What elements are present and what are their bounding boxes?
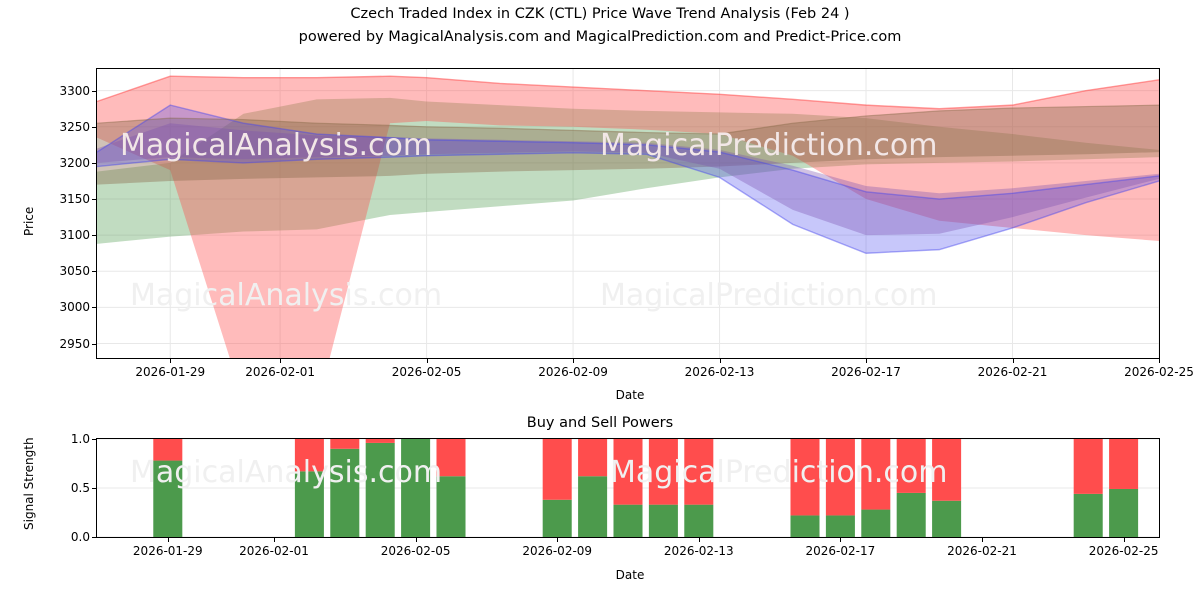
price-chart-svg — [97, 69, 1159, 358]
signal-y-tick-mark — [92, 488, 96, 489]
price-y-tick-label: 3000 — [59, 300, 90, 315]
price-y-tick-mark — [92, 343, 96, 345]
signal-chart-svg — [97, 439, 1159, 537]
price-y-tick-mark — [92, 90, 96, 92]
price-y-tick-label: 3050 — [59, 264, 90, 279]
price-x-tick-label: 2026-02-25 — [1124, 365, 1194, 379]
signal-y-axis-label: Signal Strength — [22, 437, 36, 530]
signal-x-tick-mark — [698, 538, 700, 542]
price-x-tick-mark — [170, 359, 172, 363]
price-x-tick-mark — [719, 359, 721, 363]
price-y-tick-mark — [92, 235, 96, 237]
signal-x-tick-mark — [415, 538, 417, 542]
price-y-tick-mark — [92, 271, 96, 273]
price-x-tick-mark — [866, 359, 868, 363]
price-x-tick-label: 2026-02-13 — [684, 365, 755, 379]
signal-y-tick-label: 1.0 — [70, 432, 90, 446]
price-x-tick-label: 2026-02-01 — [245, 365, 315, 379]
signal-x-tick-mark — [982, 538, 983, 542]
signal-x-tick-label: 2026-02-17 — [805, 544, 876, 558]
price-x-tick-mark — [1012, 359, 1014, 363]
price-y-tick-label: 3150 — [59, 192, 90, 207]
price-x-tick-mark — [280, 359, 282, 363]
price-x-axis-label: Date — [615, 388, 645, 402]
price-x-tick-label: 2026-02-09 — [538, 365, 608, 379]
signal-x-tick-mark — [274, 538, 275, 542]
price-y-tick-mark — [92, 307, 96, 309]
page-subtitle: powered by MagicalAnalysis.com and Magic… — [298, 29, 902, 45]
signal-y-tick-mark — [92, 439, 96, 440]
price-x-tick-label: 2026-02-21 — [977, 365, 1048, 379]
price-x-tick-mark — [573, 359, 575, 363]
price-x-tick-mark — [426, 359, 428, 363]
price-chart-plot-area — [96, 68, 1160, 359]
price-x-tick-label: 2026-01-29 — [135, 365, 206, 379]
price-y-tick-mark — [92, 162, 96, 164]
signal-chart-title: Buy and Sell Powers — [526, 415, 674, 431]
price-y-tick-label: 2950 — [59, 336, 90, 351]
price-x-tick-mark — [1159, 359, 1160, 363]
signal-x-tick-label: 2026-02-21 — [947, 544, 1017, 558]
price-x-tick-label: 2026-02-17 — [831, 365, 901, 379]
price-y-tick-label: 3250 — [59, 119, 90, 134]
price-y-tick-label: 3100 — [59, 228, 90, 243]
signal-x-tick-label: 2026-01-29 — [132, 544, 203, 558]
signal-y-tick-label: 0.0 — [70, 530, 90, 544]
signal-x-tick-label: 2026-02-13 — [663, 544, 734, 558]
page-title: Czech Traded Index in CZK (CTL) Price Wa… — [350, 6, 850, 22]
price-y-axis-label: Price — [22, 206, 36, 236]
price-x-tick-label: 2026-02-05 — [391, 365, 462, 379]
signal-x-tick-label: 2026-02-01 — [239, 544, 309, 558]
signal-x-axis-label: Date — [615, 568, 645, 582]
signal-y-tick-mark — [92, 537, 96, 538]
signal-x-tick-label: 2026-02-05 — [380, 544, 451, 558]
signal-x-tick-mark — [167, 538, 169, 542]
price-y-tick-label: 3300 — [59, 83, 90, 98]
signal-y-tick-label: 0.5 — [70, 481, 90, 495]
signal-chart-plot-area — [96, 438, 1160, 538]
signal-x-tick-mark — [557, 538, 559, 542]
price-y-tick-mark — [92, 199, 96, 201]
signal-x-tick-mark — [1123, 538, 1125, 542]
price-y-tick-label: 3200 — [59, 155, 90, 170]
signal-x-tick-label: 2026-02-09 — [522, 544, 593, 558]
signal-x-tick-mark — [840, 538, 842, 542]
signal-x-tick-label: 2026-02-25 — [1088, 544, 1159, 558]
price-y-tick-mark — [92, 126, 96, 128]
